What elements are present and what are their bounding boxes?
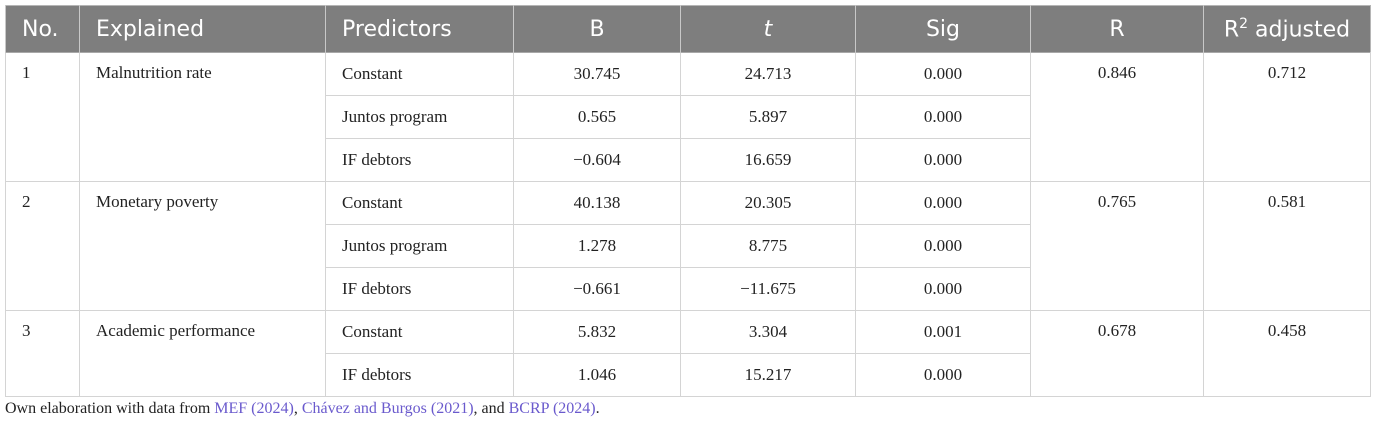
table-cell: 0.846 (1030, 52, 1204, 182)
table-row: Juntos program 0.565 5.897 0.000 (6, 95, 1371, 139)
table-cell: 1 (5, 52, 80, 182)
table-cell: 8.775 (680, 224, 856, 268)
table-row: 1 Malnutrition rate Constant 30.745 24.713 0.… (5, 52, 1371, 182)
header-text: R (1223, 17, 1240, 43)
column-header: No. (5, 5, 80, 53)
citation-link[interactable]: Chávez and Burgos (2021) (301, 400, 474, 417)
table-cell: 0.000 (855, 181, 1031, 225)
footnote-text: . (595, 400, 600, 417)
column-header: Sig (855, 5, 1031, 53)
column-header: R2 adjusted (1203, 5, 1371, 53)
table-cell: 5.897 (680, 95, 856, 139)
table-cell: Juntos program (325, 224, 514, 268)
column-header: t (680, 5, 856, 53)
table-cell: 3.304 (680, 310, 856, 354)
table-cell: Constant (325, 310, 514, 354)
table-cell: 20.305 (680, 181, 856, 225)
table-cell: 24.713 (680, 52, 856, 96)
table-cell: 30.745 (513, 52, 681, 96)
table-body: 1 Malnutrition rate Constant 30.745 24.713 0.… (5, 52, 1371, 397)
table-cell: Malnutrition rate (79, 52, 326, 182)
table-row: 3 Academic performance Constant 5.832 3.304 0… (5, 310, 1371, 397)
table-row: 2 Monetary poverty Constant 40.138 20.305 0.0… (5, 181, 1371, 311)
citation-link[interactable]: MEF (2024) (214, 400, 294, 417)
footnote-text: , (293, 400, 302, 417)
table-cell: IF debtors (325, 267, 514, 311)
table-cell: 0.000 (855, 95, 1031, 139)
column-header: B (513, 5, 681, 53)
table-cell: 0.000 (855, 353, 1031, 397)
table-cell: 0.000 (855, 138, 1031, 182)
table-cell: 0.000 (855, 52, 1031, 96)
table-cell: −11.675 (680, 267, 856, 311)
table-cell: 40.138 (513, 181, 681, 225)
table-cell: 0.458 (1203, 310, 1371, 397)
table-cell: 16.659 (680, 138, 856, 182)
table-row: IF debtors 1.046 15.217 0.000 (6, 353, 1371, 397)
table-cell: 3 (5, 310, 80, 397)
column-header: Predictors (325, 5, 514, 53)
table-cell: 0.581 (1203, 181, 1371, 311)
table-cell: 5.832 (513, 310, 681, 354)
table-cell: −0.604 (513, 138, 681, 182)
table-cell: 0.000 (855, 224, 1031, 268)
table-cell: 0.712 (1203, 52, 1371, 182)
table-cell: 2 (5, 181, 80, 311)
table-cell: Constant (325, 52, 514, 96)
table-cell: Academic performance (79, 310, 326, 397)
table-cell: IF debtors (325, 138, 514, 182)
table-cell: 0.001 (855, 310, 1031, 354)
table-row: Juntos program 1.278 8.775 0.000 (6, 224, 1371, 268)
table-row: IF debtors −0.604 16.659 0.000 (6, 138, 1371, 182)
column-header: R (1030, 5, 1204, 53)
citation-link[interactable]: BCRP (2024) (508, 400, 596, 417)
table-cell: 15.217 (680, 353, 856, 397)
table-cell: 1.046 (513, 353, 681, 397)
table-cell: −0.661 (513, 267, 681, 311)
table-cell: 0.678 (1030, 310, 1204, 397)
column-header: Explained (79, 5, 326, 53)
header-text: adjusted (1248, 17, 1351, 43)
superscript: 2 (1239, 15, 1249, 32)
table-row: IF debtors −0.661 −11.675 0.000 (6, 267, 1371, 311)
table-cell: 1.278 (513, 224, 681, 268)
footnote-text: Own elaboration with data from (5, 400, 215, 417)
table-cell: 0.000 (855, 267, 1031, 311)
table-cell: 0.565 (513, 95, 681, 139)
table-cell: 0.765 (1030, 181, 1204, 311)
table-cell: IF debtors (325, 353, 514, 397)
table-cell: Monetary poverty (79, 181, 326, 311)
footnote-text: , and (473, 400, 509, 417)
footnote: Own elaboration with data from MEF (2024… (5, 400, 600, 418)
table-cell: Juntos program (325, 95, 514, 139)
table-cell: Constant (325, 181, 514, 225)
